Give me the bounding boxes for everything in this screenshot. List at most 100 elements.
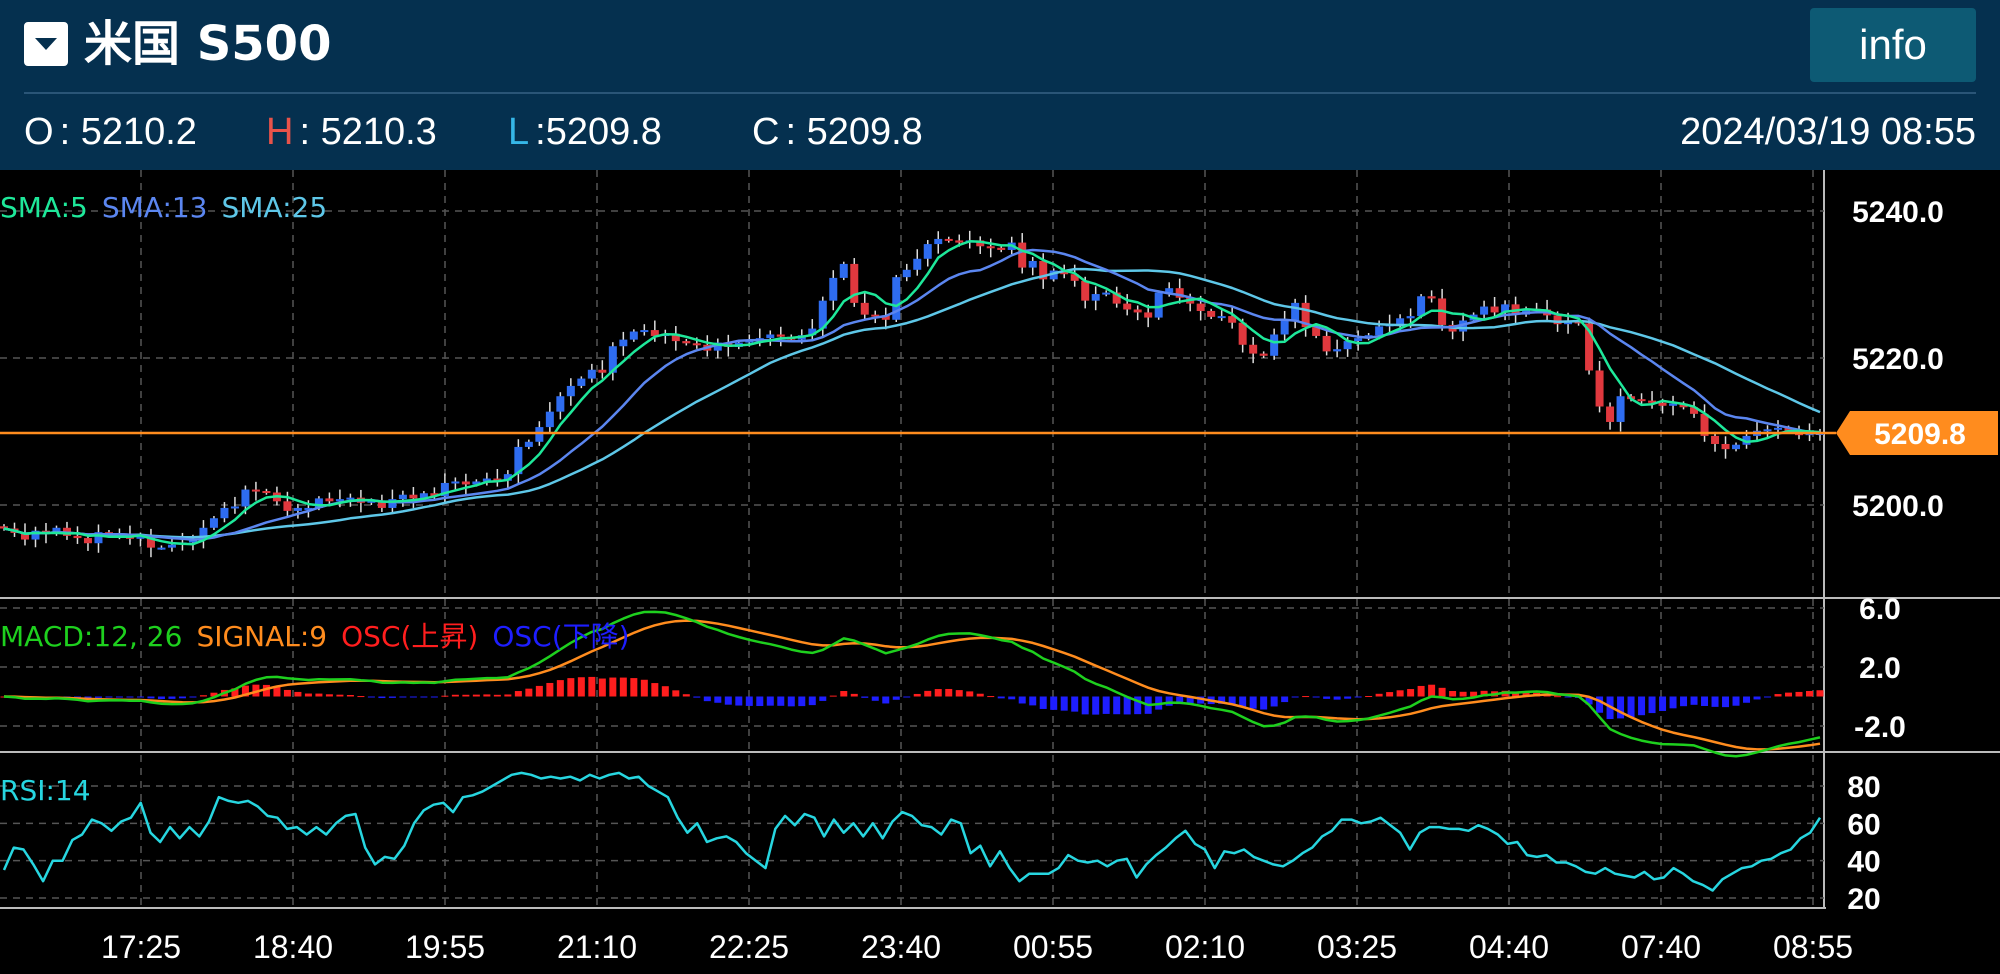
candle-down [1690, 407, 1699, 414]
osc-bar-down [787, 696, 795, 707]
candle-up [766, 334, 775, 339]
candle-down [1679, 403, 1688, 408]
candle-down [409, 494, 418, 499]
rsi-legend: RSI:14 [0, 774, 91, 807]
macd-y-tick-label: 6.0 [1859, 593, 1901, 626]
close-value: C: 5209.8 [752, 111, 923, 153]
osc-bar-down [1596, 696, 1604, 713]
symbol-dropdown-button[interactable] [24, 22, 68, 66]
osc-bar-up [556, 680, 564, 697]
info-button[interactable]: info [1810, 8, 1976, 82]
candle-down [1658, 402, 1667, 406]
candle-down [776, 334, 785, 337]
candle-up [52, 527, 61, 534]
osc-bar-up [357, 696, 365, 698]
osc-bar-down [178, 696, 186, 699]
candle-up [1396, 318, 1405, 325]
candle-down [1196, 303, 1205, 311]
candle-down [283, 501, 292, 511]
osc-bar-down [777, 696, 785, 706]
candle-up [1280, 320, 1289, 335]
osc-bar-up [1470, 691, 1478, 697]
candle-down [251, 489, 260, 492]
candle-down [682, 341, 691, 344]
candle-up [440, 482, 449, 497]
legend-item: RSI:14 [0, 774, 91, 807]
osc-bar-up [1396, 690, 1404, 697]
osc-bar-down [892, 696, 900, 700]
candle-down [1490, 306, 1499, 313]
osc-bar-up [577, 677, 585, 697]
osc-bar-down [1039, 696, 1047, 709]
osc-bar-down [1270, 696, 1278, 707]
osc-bar-up [325, 694, 333, 697]
osc-bar-down [1008, 696, 1016, 700]
osc-bar-down [745, 696, 753, 706]
osc-bar-down [388, 696, 396, 698]
osc-bar-up [346, 694, 354, 697]
chart-area[interactable]: 17:25 18:40 19:55 21:10 22:25 23:40 00:55 02:10… [0, 170, 2000, 974]
candle-down [1144, 312, 1153, 318]
macd-line [3, 610, 1821, 758]
candle-up [346, 497, 355, 500]
current-price-label: 5209.8 [1874, 418, 1966, 451]
osc-bar-down [1690, 696, 1698, 705]
osc-bar-up [829, 695, 837, 697]
osc-bar-down [871, 696, 879, 701]
candle-down [1070, 274, 1079, 281]
instrument-title: 米国 S500 [84, 16, 332, 72]
x-tick-label: 00:55 [1013, 929, 1093, 965]
osc-bar-down [1627, 696, 1635, 718]
osc-bar-down [1050, 696, 1058, 710]
candle-up [713, 342, 722, 351]
osc-bar-down [430, 696, 438, 698]
osc-bar-down [1071, 696, 1079, 712]
candle-down [1060, 270, 1069, 275]
osc-bar-down [1281, 696, 1289, 703]
candle-down [1112, 292, 1121, 304]
candle-down [1700, 413, 1709, 436]
candle-down [1039, 260, 1048, 280]
candle-up [640, 330, 649, 333]
candle-down [1784, 427, 1793, 432]
candle-up [472, 481, 481, 485]
osc-bar-up [273, 686, 281, 697]
candle-up [1480, 306, 1489, 315]
osc-bar-up [1386, 692, 1394, 697]
osc-bar-down [399, 696, 407, 698]
candle-down [461, 481, 470, 485]
x-tick-label: 22:25 [709, 929, 789, 965]
osc-bar-down [94, 696, 102, 698]
low-value: L:5209.8 [508, 111, 662, 153]
candle-up [304, 507, 313, 510]
candle-up [136, 536, 145, 539]
candle-down [860, 302, 869, 315]
x-tick-label: 07:40 [1621, 929, 1701, 965]
osc-bar-up [619, 677, 627, 697]
candle-down [955, 240, 964, 243]
candle-down [598, 369, 607, 373]
osc-bar-up [1795, 691, 1803, 697]
candle-up [1165, 288, 1174, 293]
candle-down [1018, 242, 1027, 268]
candle-up [1417, 296, 1426, 317]
candle-up [293, 507, 302, 511]
price-legend: SMA:5 SMA:13 SMA:25 [0, 191, 327, 224]
osc-bar-down [1029, 696, 1037, 706]
osc-bar-down [714, 696, 722, 703]
header-divider [24, 92, 1976, 94]
osc-bar-down [1176, 696, 1184, 705]
candle-up [808, 328, 817, 336]
candle-up [1091, 294, 1100, 301]
osc-bar-up [567, 678, 575, 697]
candle-down [1249, 344, 1258, 354]
candle-up [566, 385, 575, 397]
candle-up [482, 478, 491, 482]
osc-bar-up [1375, 693, 1383, 697]
osc-bar-up [241, 685, 249, 697]
x-tick-label: 18:40 [253, 929, 333, 965]
candle-up [335, 499, 344, 502]
candle-down [871, 314, 880, 317]
osc-bar-down [1092, 696, 1100, 715]
candle-down [1648, 400, 1657, 403]
